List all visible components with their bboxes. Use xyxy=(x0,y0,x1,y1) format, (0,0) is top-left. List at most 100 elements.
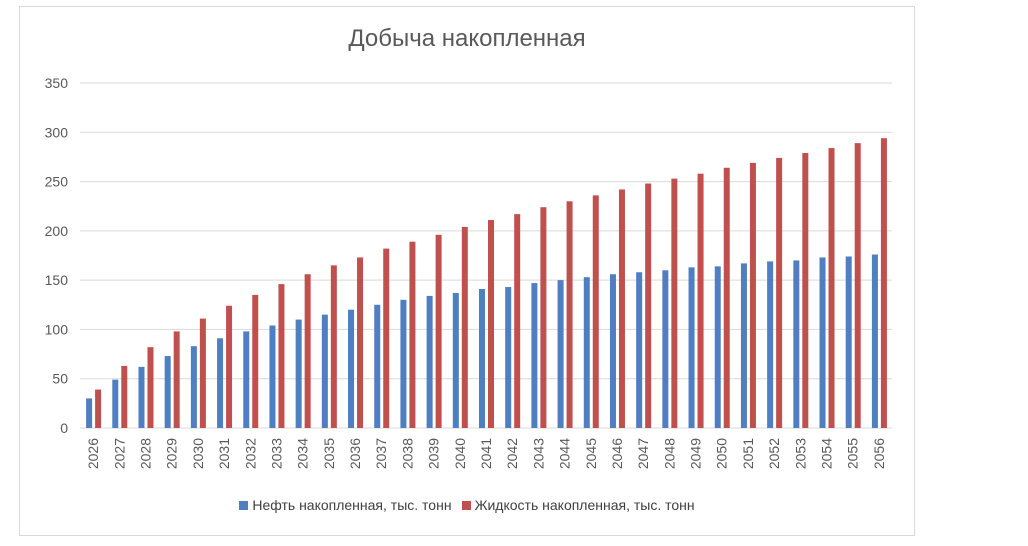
bar-oil xyxy=(269,325,276,428)
bar-oil xyxy=(426,295,433,428)
bar-liquid xyxy=(592,195,599,428)
bar-liquid xyxy=(121,365,128,428)
bar-liquid xyxy=(854,143,861,428)
bar-oil xyxy=(164,356,171,428)
bar-oil xyxy=(374,304,381,428)
bar-oil xyxy=(295,319,302,428)
bar-liquid xyxy=(802,152,809,428)
bar-oil xyxy=(714,266,721,428)
bar-oil xyxy=(243,331,250,428)
x-tick-label: 2028 xyxy=(137,438,153,469)
bar-liquid xyxy=(776,157,783,428)
x-tick-label: 2030 xyxy=(190,438,206,469)
bar-oil xyxy=(190,346,197,428)
x-tick-label: 2034 xyxy=(295,438,311,469)
x-tick-label: 2027 xyxy=(111,438,127,469)
bar-liquid xyxy=(409,241,416,428)
legend-label-liquid: Жидкость накопленная, тыс. тонн xyxy=(474,497,695,513)
bar-oil xyxy=(348,309,355,428)
bar-liquid xyxy=(278,284,285,428)
bar-liquid xyxy=(357,257,364,428)
bar-oil xyxy=(531,283,538,428)
x-tick-label: 2031 xyxy=(216,438,232,469)
bar-liquid xyxy=(330,265,337,428)
y-tick-label: 150 xyxy=(45,272,69,288)
bar-oil xyxy=(321,314,328,428)
bar-liquid xyxy=(723,167,730,428)
bar-liquid xyxy=(488,220,494,428)
y-tick-label: 100 xyxy=(45,321,69,337)
x-tick-label: 2046 xyxy=(609,438,625,469)
bar-oil xyxy=(583,277,590,428)
x-tick-label: 2029 xyxy=(164,438,180,469)
x-tick-label: 2054 xyxy=(819,438,835,469)
x-tick-label: 2043 xyxy=(530,438,546,469)
bar-liquid xyxy=(383,248,390,428)
y-tick-label: 250 xyxy=(45,174,69,190)
x-tick-label: 2040 xyxy=(452,438,468,469)
bar-liquid xyxy=(566,201,573,428)
x-tick-label: 2035 xyxy=(321,438,337,469)
bar-liquid xyxy=(618,189,625,428)
x-tick-label: 2048 xyxy=(661,438,677,469)
x-tick-label: 2042 xyxy=(504,438,520,469)
bar-liquid xyxy=(671,178,678,428)
bar-oil xyxy=(479,289,485,428)
x-tick-label: 2055 xyxy=(845,438,861,469)
x-tick-label: 2047 xyxy=(635,438,651,469)
bar-liquid xyxy=(461,226,468,428)
bar-oil xyxy=(636,272,643,428)
x-tick-label: 2049 xyxy=(688,438,704,469)
y-tick-label: 300 xyxy=(45,124,69,140)
x-tick-label: 2037 xyxy=(373,438,389,469)
bar-oil xyxy=(112,379,119,428)
plot-area: 0 50 100 150 200 250 300 350 2026 2027 2028 2029 203… xyxy=(45,75,892,469)
bar-liquid xyxy=(173,331,180,428)
bar-liquid xyxy=(514,214,521,428)
bar-liquid xyxy=(147,347,154,428)
x-tick-label: 2044 xyxy=(557,438,573,469)
bar-liquid xyxy=(828,148,835,429)
x-tick-label: 2033 xyxy=(268,438,284,469)
x-tick-label: 2053 xyxy=(792,438,808,469)
y-tick-label: 350 xyxy=(45,75,69,91)
bar-liquid xyxy=(199,318,206,428)
bar-liquid xyxy=(749,162,756,429)
bar-oil xyxy=(609,274,616,428)
x-tick-label: 2052 xyxy=(766,438,782,469)
bar-oil xyxy=(793,260,800,428)
legend-swatch-oil xyxy=(239,500,249,510)
bar-oil xyxy=(871,254,878,428)
y-tick-label: 200 xyxy=(45,223,69,239)
x-tick-label: 2039 xyxy=(426,438,442,469)
bar-oil xyxy=(557,280,564,428)
y-tick-label: 50 xyxy=(52,371,68,387)
legend-item-liquid: Жидкость накопленная, тыс. тонн xyxy=(461,497,695,513)
bar-oil xyxy=(767,261,774,428)
x-tick-label: 2045 xyxy=(583,438,599,469)
x-tick-label: 2032 xyxy=(242,438,258,469)
legend-label-oil: Нефть накопленная, тыс. тонн xyxy=(252,497,452,513)
x-tick-label: 2051 xyxy=(740,438,756,469)
x-tick-label: 2041 xyxy=(478,438,494,469)
legend: Нефть накопленная, тыс. тонн Жидкость на… xyxy=(20,497,914,513)
bar-oil xyxy=(505,287,512,428)
bar-liquid xyxy=(645,183,652,428)
bar-oil xyxy=(845,256,852,428)
bar-oil xyxy=(819,257,826,428)
bar-oil xyxy=(400,299,407,428)
y-tick-label: 0 xyxy=(60,420,68,436)
bar-oil xyxy=(86,398,93,428)
x-tick-label: 2026 xyxy=(85,438,101,469)
chart-frame: Добыча накопленная 0 50 100 150 200 250 300 350… xyxy=(19,6,915,536)
chart-title: Добыча накопленная xyxy=(348,25,586,52)
bar-oil xyxy=(217,338,224,428)
legend-item-oil: Нефть накопленная, тыс. тонн xyxy=(239,497,452,513)
x-tick-label: 2038 xyxy=(399,438,415,469)
bar-liquid xyxy=(226,305,233,428)
bar-liquid xyxy=(435,234,442,428)
bar-oil xyxy=(452,292,459,428)
x-tick-label: 2056 xyxy=(871,438,887,469)
bar-liquid xyxy=(95,389,102,428)
x-tick-label: 2050 xyxy=(714,438,730,469)
